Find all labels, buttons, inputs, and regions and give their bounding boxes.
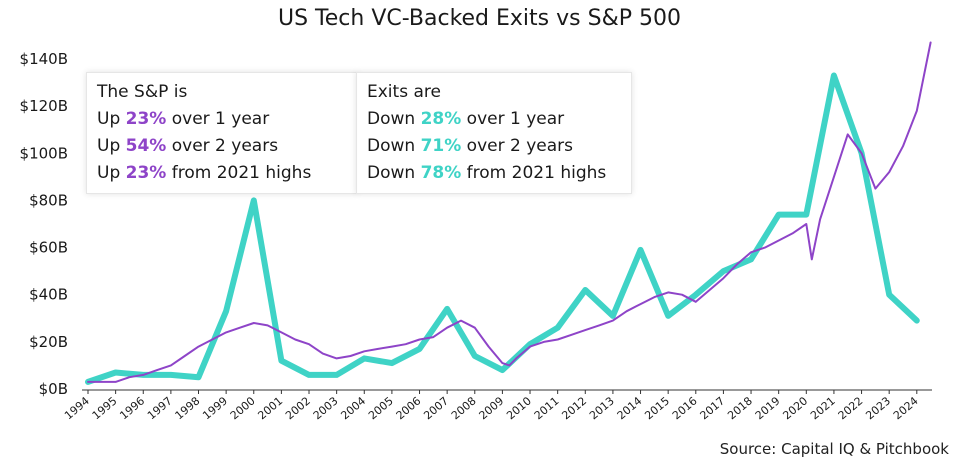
y-tick-label: $0B — [39, 380, 68, 398]
sp-box-line: Up 23% over 1 year — [97, 106, 347, 133]
x-axis: 1994199519961997199819992000200120022003… — [62, 389, 932, 422]
x-tick-label: 2017 — [698, 394, 728, 422]
x-tick-label: 2021 — [808, 394, 838, 422]
x-tick-label: 2010 — [504, 394, 534, 422]
sp-line-pct: 54% — [125, 136, 167, 156]
x-tick-label: 1999 — [200, 394, 230, 422]
exits-line-suffix: over 2 years — [461, 136, 574, 156]
sp-line-suffix: from 2021 highs — [166, 163, 312, 183]
sp-line-prefix: Up — [97, 109, 126, 129]
x-tick-label: 2004 — [338, 394, 368, 422]
sp-line-suffix: over 2 years — [166, 136, 279, 156]
x-tick-label: 2012 — [559, 394, 589, 422]
y-tick-label: $60B — [29, 239, 68, 257]
exits-line-suffix: from 2021 highs — [461, 163, 607, 183]
series-layer — [85, 41, 932, 385]
x-tick-label: 1994 — [62, 394, 92, 422]
x-tick-label: 2014 — [615, 394, 645, 422]
x-tick-label: 2018 — [725, 394, 755, 422]
x-tick-label: 2016 — [670, 394, 700, 422]
x-tick-label: 2008 — [449, 394, 479, 422]
exits-summary-box: Exits are Down 28% over 1 year Down 71% … — [356, 72, 632, 194]
x-tick-label: 2020 — [780, 394, 810, 422]
x-tick-label: 2013 — [587, 394, 617, 422]
x-tick-label: 2022 — [836, 394, 866, 422]
y-tick-label: $20B — [29, 333, 68, 351]
exits-line-prefix: Down — [367, 109, 421, 129]
y-tick-label: $40B — [29, 286, 68, 304]
x-tick-label: 2005 — [366, 394, 396, 422]
x-tick-label: 2023 — [863, 394, 893, 422]
exits-box-line: Down 78% from 2021 highs — [367, 160, 621, 187]
sp-box-header: The S&P is — [97, 82, 188, 102]
exits-line-prefix: Down — [367, 136, 421, 156]
exits-box-line: Down 71% over 2 years — [367, 133, 621, 160]
y-tick-label: $100B — [20, 144, 68, 162]
exits-line-prefix: Down — [367, 163, 421, 183]
x-tick-label: 2019 — [753, 394, 783, 422]
exits-line-suffix: over 1 year — [461, 109, 565, 129]
x-tick-label: 2011 — [532, 394, 562, 422]
x-tick-label: 2001 — [256, 394, 286, 422]
sp-line-suffix: over 1 year — [166, 109, 270, 129]
sp-line-pct: 23% — [125, 163, 167, 183]
sp-box-line: Up 23% from 2021 highs — [97, 160, 347, 187]
series-line-sp500 — [87, 41, 932, 383]
x-tick-label: 1997 — [145, 394, 175, 422]
exits-box-header: Exits are — [367, 82, 441, 102]
x-tick-label: 2009 — [477, 394, 507, 422]
x-tick-label: 2024 — [891, 394, 921, 422]
y-tick-label: $140B — [20, 50, 68, 68]
x-tick-label: 2000 — [228, 394, 258, 422]
x-tick-label: 1996 — [117, 394, 147, 422]
x-tick-label: 2002 — [283, 394, 313, 422]
source-note: Source: Capital IQ & Pitchbook — [719, 440, 949, 458]
x-tick-label: 1995 — [90, 394, 120, 422]
series-line-exits — [85, 72, 920, 385]
x-tick-label: 2003 — [311, 394, 341, 422]
exits-line-pct: 71% — [420, 136, 462, 156]
sp-line-prefix: Up — [97, 136, 126, 156]
sp-line-pct: 23% — [125, 109, 167, 129]
sp-line-prefix: Up — [97, 163, 126, 183]
x-tick-label: 2015 — [642, 394, 672, 422]
x-tick-label: 1998 — [173, 394, 203, 422]
y-tick-label: $120B — [20, 97, 68, 115]
exits-line-pct: 28% — [420, 109, 462, 129]
exits-box-line: Down 28% over 1 year — [367, 106, 621, 133]
y-tick-label: $80B — [29, 191, 68, 209]
chart-title: US Tech VC-Backed Exits vs S&P 500 — [278, 6, 681, 31]
x-tick-label: 2007 — [421, 394, 451, 422]
sp-summary-box: The S&P is Up 23% over 1 year Up 54% ove… — [86, 72, 358, 194]
y-axis: $0B $20B $40B $60B $80B $100B $120B $140B — [20, 50, 68, 398]
x-tick-label: 2006 — [394, 394, 424, 422]
sp-box-line: Up 54% over 2 years — [97, 133, 347, 160]
exits-line-pct: 78% — [420, 163, 462, 183]
